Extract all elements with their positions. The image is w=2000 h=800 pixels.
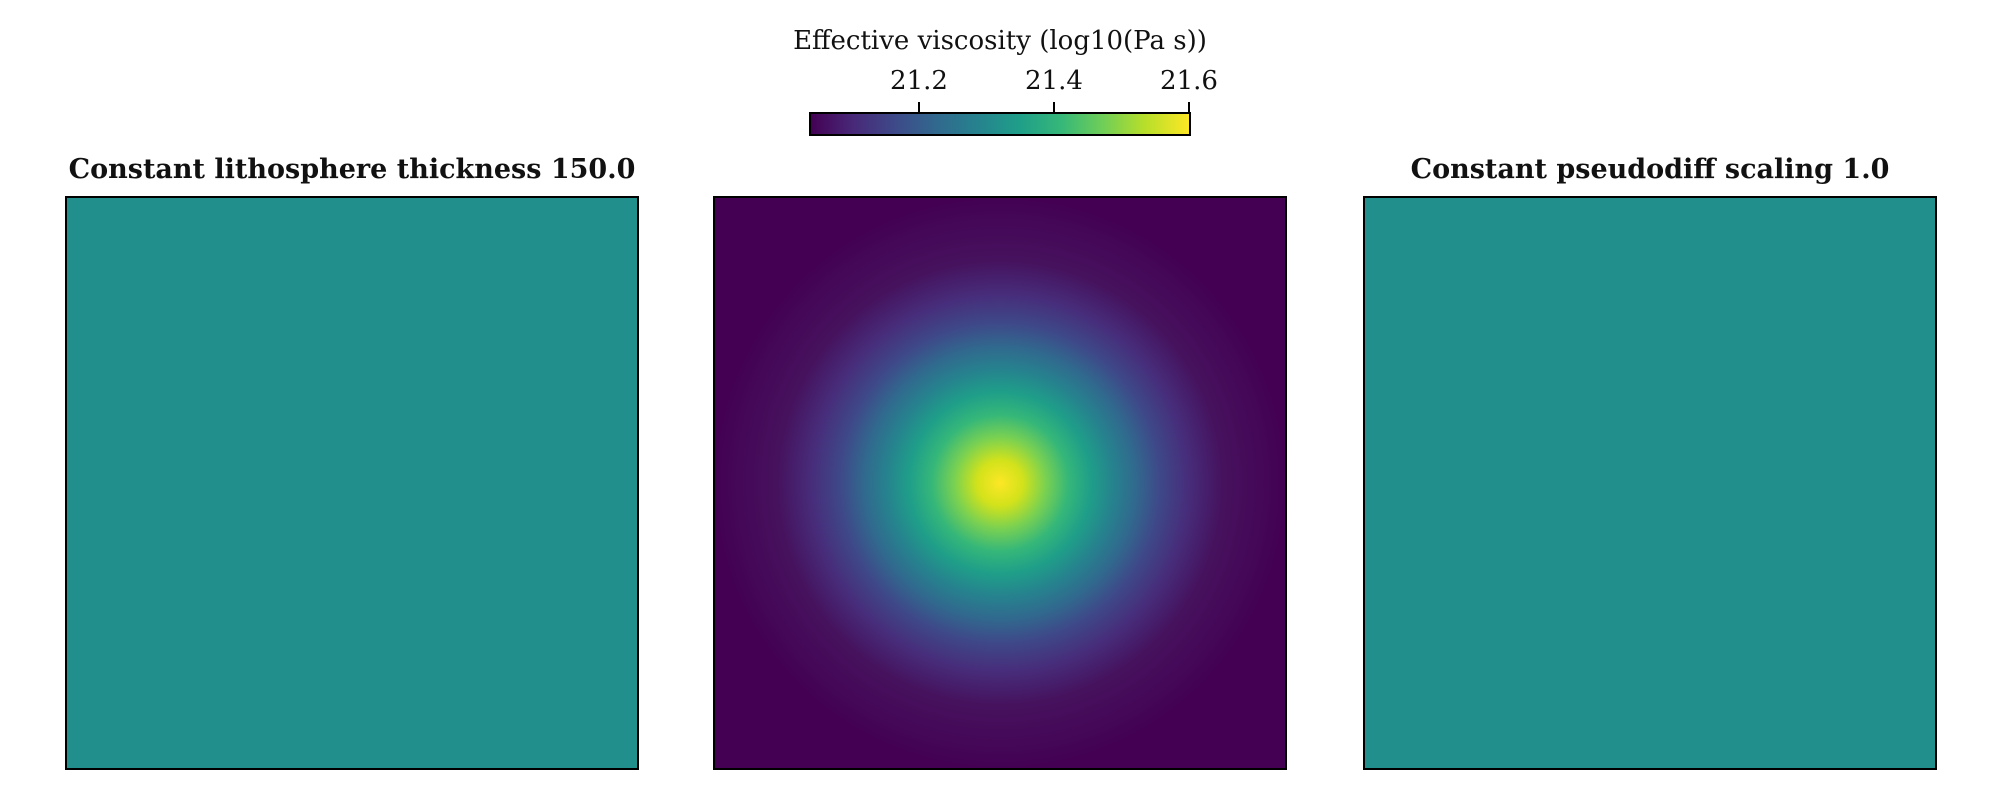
panel-title-left: Constant lithosphere thickness 150.0 [68,154,636,185]
colorbar-tick-label-21-6: 21.6 [1160,66,1218,96]
heatmap-panel-left [65,196,639,770]
heatmap-panel-right [1363,196,1937,770]
colorbar-tick-mark-21-4 [1053,102,1055,112]
colorbar-gradient [809,112,1191,136]
uniform-field-right [1365,198,1935,768]
colorbar-tick-label-21-2: 21.2 [890,66,948,96]
colorbar-tick-mark-21-6 [1188,102,1190,112]
viscosity-anomaly [715,198,1285,768]
heatmap-panel-middle [713,196,1287,770]
colorbar-area: 21.2 21.4 21.6 [780,60,1220,140]
colorbar-tick-label-21-4: 21.4 [1025,66,1083,96]
colorbar-tick-mark-21-2 [918,102,920,112]
uniform-field-left [67,198,637,768]
panel-title-right: Constant pseudodiff scaling 1.0 [1410,154,1890,185]
colorbar-label: Effective viscosity (log10(Pa s)) [793,26,1207,56]
